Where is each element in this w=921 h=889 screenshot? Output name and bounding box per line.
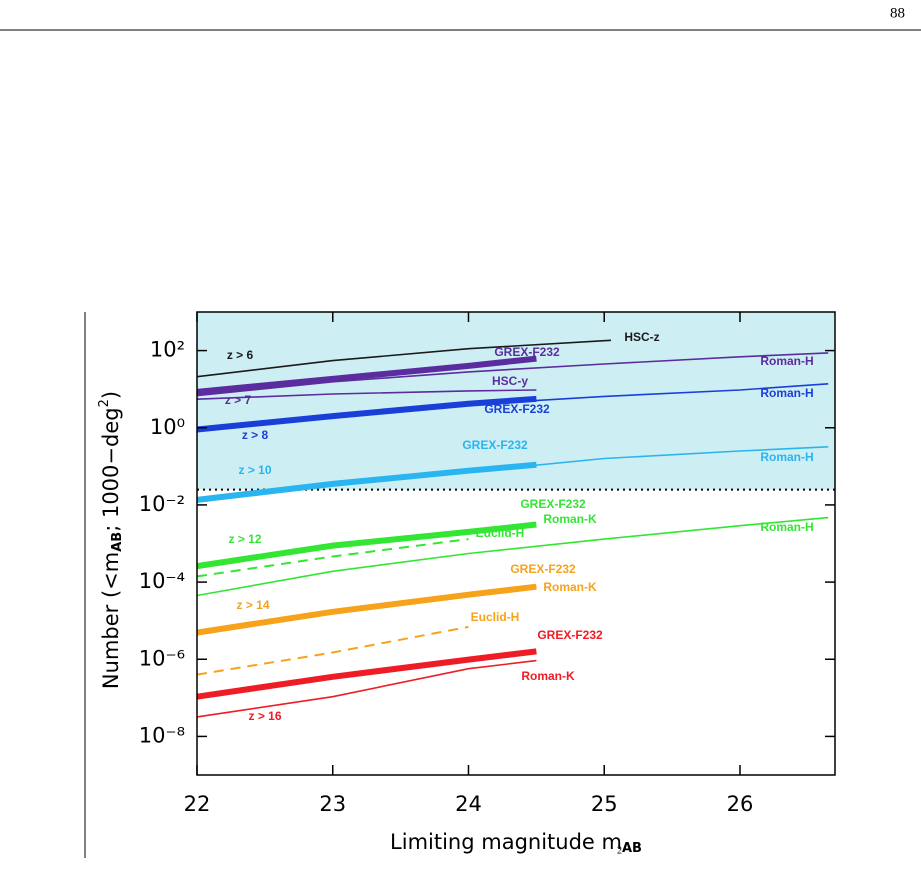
y-axis-label: Number (<mAB; 1000−deg2) (97, 391, 125, 689)
curve-label: Euclid-H (471, 610, 520, 624)
curve-label: GREX-F232 (537, 628, 603, 642)
curve-label: HSC-y (492, 374, 528, 388)
plot-frame (196, 311, 836, 776)
curve-label: Roman-H (760, 450, 813, 464)
curve-label: GREX-F232 (494, 345, 560, 359)
x-label-text: Limiting magnitude m (390, 830, 622, 854)
y-label-sup: 2 (97, 399, 112, 407)
y-tick-label: 10⁻⁸ (139, 723, 185, 747)
curve-label: z > 10 (238, 463, 271, 477)
curve-label: HSC-z (624, 330, 659, 344)
caption-fragment: 2 (617, 845, 622, 856)
y-tick-label: 10⁻² (139, 492, 185, 516)
curve-label: GREX-F232 (520, 497, 586, 511)
x-axis-label: Limiting magnitude mAB (390, 830, 642, 856)
curve-label: Roman-K (543, 580, 597, 594)
curve (196, 352, 829, 397)
x-label-sub: AB (622, 841, 642, 856)
y-label-text: Number (<m (99, 552, 123, 689)
curve (196, 659, 537, 718)
plot: z > 6 HSC-z GREX-F232 Roman-H z > 7 HSC-y Roma… (139, 311, 836, 816)
curve-label: GREX-F232 (462, 438, 528, 452)
curve (196, 625, 469, 676)
y-tick-label: 10⁰ (150, 415, 185, 439)
curve-label: Roman-K (543, 512, 597, 526)
y-tick-label: 10² (150, 338, 185, 362)
curve (196, 648, 537, 700)
x-tick-label: 25 (591, 792, 618, 816)
x-tick-label: 22 (184, 792, 211, 816)
curve-label: Euclid-H (476, 526, 525, 540)
curve (196, 583, 537, 636)
curve-label: z > 6 (227, 348, 254, 362)
curve-label: Roman-H (760, 354, 813, 368)
y-tick-label: 10⁻⁶ (139, 646, 185, 670)
y-tick-label: 10⁻⁴ (139, 569, 185, 593)
x-tick-label: 26 (727, 792, 754, 816)
curve-label: z > 14 (236, 598, 269, 612)
curve (196, 339, 612, 378)
y-label-text: ) (99, 391, 123, 399)
curve-label: z > 16 (248, 709, 281, 723)
x-tick-label: 23 (319, 792, 346, 816)
curve-label: Roman-K (521, 669, 575, 683)
y-label-text: ; 1000−deg (99, 407, 123, 531)
curve (196, 516, 829, 597)
curve (196, 395, 537, 433)
curve (196, 355, 537, 395)
curve-label: GREX-F232 (510, 562, 576, 576)
curve-label: Roman-H (760, 386, 813, 400)
curve (196, 389, 537, 400)
page-number: 88 (890, 5, 905, 21)
y-label-sub: AB (110, 532, 125, 552)
curve (196, 521, 537, 570)
x-tick-label: 24 (455, 792, 482, 816)
curve-label: Roman-H (760, 520, 813, 534)
curve (196, 461, 537, 503)
curve-label: GREX-F232 (484, 402, 550, 416)
curve-label: z > 7 (225, 393, 252, 407)
curve-label: z > 8 (242, 428, 269, 442)
curve-label: z > 12 (228, 532, 261, 546)
curve (196, 538, 469, 578)
